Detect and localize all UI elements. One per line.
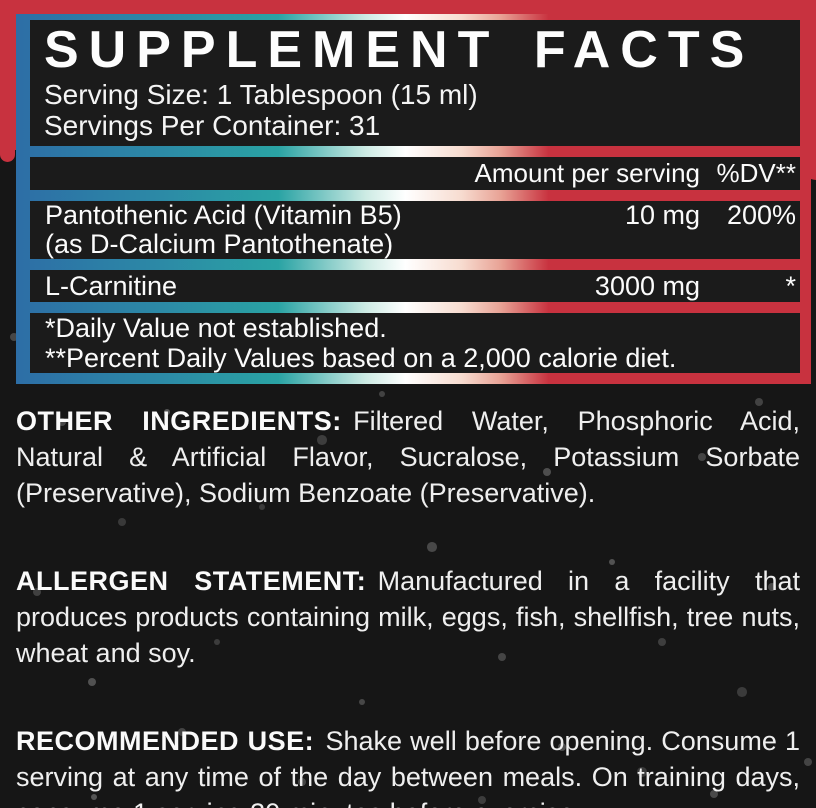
recommended-use-label: RECOMMENDED USE: — [16, 726, 315, 756]
footnote-percent-dv: **Percent Daily Values based on a 2,000 … — [45, 343, 677, 373]
nutrient-name-line2: (as D-Calcium Pantothenate) — [45, 229, 394, 259]
gradient-divider — [30, 146, 800, 157]
serving-size-line: Serving Size: 1 Tablespoon (15 ml) — [44, 79, 478, 110]
allergen-statement-label: ALLERGEN STATEMENT: — [16, 566, 367, 596]
nutrient-name: Pantothenic Acid (Vitamin B5) (as D-Calc… — [45, 201, 625, 259]
supplement-facts-title: SUPPLEMENT FACTS — [44, 21, 755, 79]
nutrient-name-line1: Pantothenic Acid (Vitamin B5) — [45, 200, 402, 230]
facts-header-panel: SUPPLEMENT FACTS Serving Size: 1 Tablesp… — [30, 20, 800, 146]
footnote-daily-value: *Daily Value not established. — [45, 313, 387, 343]
servings-per-container-line: Servings Per Container: 31 — [44, 110, 381, 141]
nutrient-row-l-carnitine: L-Carnitine 3000 mg * — [30, 270, 800, 302]
footnotes-box: *Daily Value not established. **Percent … — [30, 313, 800, 373]
nutrient-amount: 3000 mg — [594, 271, 700, 301]
nutrient-row-pantothenic-acid: Pantothenic Acid (Vitamin B5) (as D-Calc… — [30, 201, 800, 259]
gradient-divider — [30, 259, 800, 270]
other-ingredients-section: OTHER INGREDIENTS: Filtered Water, Phosph… — [16, 403, 800, 511]
info-sections: OTHER INGREDIENTS: Filtered Water, Phosph… — [16, 403, 800, 808]
dv-header: %DV** — [716, 158, 796, 188]
amount-per-serving-header: Amount per serving — [474, 158, 700, 188]
recommended-use-section: RECOMMENDED USE: Shake well before openin… — [16, 723, 800, 808]
red-backdrop-left-curve — [0, 148, 15, 162]
supplement-facts-table: SUPPLEMENT FACTS Serving Size: 1 Tablesp… — [16, 14, 811, 384]
allergen-statement-text: Manufactured in a facility that produces… — [16, 566, 800, 668]
nutrient-amount: 10 mg — [624, 200, 700, 230]
other-ingredients-text: Filtered Water, Phosphoric Acid, Natural… — [16, 406, 800, 508]
recommended-use-text: Shake well before opening. Consume 1 ser… — [16, 726, 800, 808]
nutrient-dv: 200% — [726, 200, 796, 230]
nutrient-dv: * — [785, 271, 796, 301]
allergen-statement-section: ALLERGEN STATEMENT: Manufactured in a fac… — [16, 563, 800, 671]
gradient-divider — [30, 302, 800, 313]
nutrient-name: L-Carnitine — [45, 271, 178, 301]
column-header-row: Amount per serving %DV** — [30, 157, 800, 190]
other-ingredients-label: OTHER INGREDIENTS: — [16, 406, 342, 436]
